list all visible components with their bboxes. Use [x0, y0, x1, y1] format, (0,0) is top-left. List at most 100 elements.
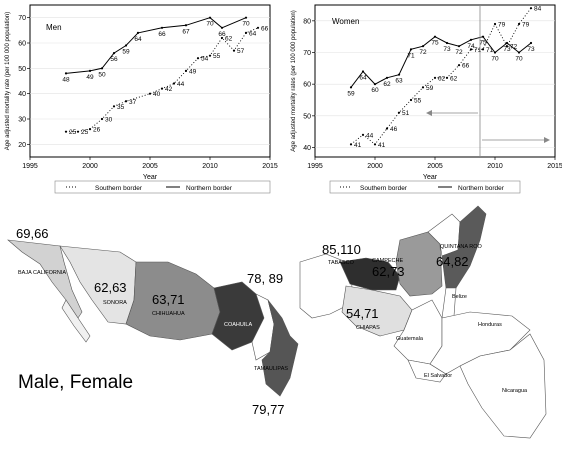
- women-northern-data-label: 70: [515, 56, 523, 63]
- women-chart: 40 50 60 70 80 1995 2000 2005 2010 2015 41 44 41 46…: [291, 4, 562, 194]
- men-northern-data-label: 64: [134, 36, 142, 43]
- women-northern-data-label: 63: [395, 78, 403, 85]
- women-southern-data-label: 62: [438, 75, 446, 82]
- women-northern-data-label: 75: [431, 40, 439, 47]
- women-northern-point: [373, 83, 377, 86]
- women-northern-point: [505, 41, 509, 45]
- women-x-tick-label: 2000: [367, 163, 383, 170]
- men-x-axis-label: Year: [143, 174, 158, 181]
- women-southern-point: [409, 98, 413, 102]
- men-legend-box: [54, 180, 271, 194]
- women-northern-point: [385, 76, 389, 79]
- men-x-tick-label: 1995: [22, 163, 38, 170]
- men-southern-point: [244, 31, 248, 34]
- men-southern-data-label: 25: [81, 129, 89, 136]
- women-southern-point: [361, 133, 365, 136]
- women-southern-data-label: 84: [534, 6, 542, 13]
- men-southern-point: [88, 128, 92, 131]
- women-northern-point: [349, 86, 353, 89]
- women-southern-data-label: 44: [366, 132, 374, 139]
- men-southern-data-label: 26: [93, 127, 101, 134]
- women-southern-point: [469, 48, 473, 51]
- men-southern-data-label: 57: [237, 48, 245, 55]
- women-northern-point: [517, 51, 521, 54]
- men-legend: Southern border Northern border: [54, 180, 271, 194]
- men-series: 25 25 26 30 35 37 40 42 44 49 54 55 62 57 64 66 48 49 50 56…: [62, 16, 269, 136]
- women-northern-data-label: 59: [347, 90, 355, 97]
- women-northern-data-label: 73: [443, 46, 451, 53]
- men-southern-point: [256, 26, 260, 29]
- women-y-tick-label: 50: [303, 113, 311, 120]
- men-x-tick-label: 2010: [202, 163, 218, 170]
- women-northern-point: [493, 51, 497, 54]
- women-y-ticks: 40 50 60 70 80: [303, 18, 315, 152]
- men-northern-point: [100, 67, 104, 70]
- women-southern-point: [493, 22, 497, 26]
- women-southern-data-label: 41: [378, 142, 386, 149]
- men-x-ticks: 1995 2000 2005 2010 2015: [22, 157, 278, 170]
- men-southern-point: [232, 49, 236, 52]
- men-northern-data-label: 66: [158, 31, 166, 38]
- men-northern-point: [112, 52, 116, 55]
- men-southern-data-label: 25: [69, 129, 77, 136]
- men-northern-data-label: 67: [182, 28, 190, 35]
- men-northern-data-label: 70: [206, 21, 214, 28]
- men-southern-data-label: 54: [201, 56, 209, 63]
- women-southern-data-label: 51: [402, 110, 410, 117]
- tamaulipas-name: TAMAULIPAS: [254, 366, 288, 372]
- men-northern-point: [208, 16, 212, 19]
- women-southern-point: [349, 143, 353, 146]
- honduras-label: Honduras: [478, 322, 502, 328]
- southern-border-map: 85,110 TABASCO CAMPECHE 62,73 QUINTANA R…: [299, 205, 547, 439]
- women-southern-data-label: 41: [354, 142, 362, 149]
- country-nicaragua: [459, 333, 547, 439]
- men-southern-point: [76, 130, 80, 133]
- chiapas-name: CHIAPAS: [356, 325, 380, 331]
- men-southern-data-label: 40: [153, 91, 161, 98]
- men-y-tick-label: 70: [18, 15, 26, 22]
- belize-label: Belize: [452, 294, 467, 300]
- women-x-tick-label: 2015: [547, 163, 562, 170]
- tamaulipas-rates: 79,77: [252, 402, 285, 417]
- women-legend-southern-label: Southern border: [360, 185, 408, 192]
- women-northern-point: [445, 41, 449, 45]
- women-northern-point: [409, 48, 413, 51]
- men-southern-point: [172, 82, 176, 85]
- state-quintana-roo: [441, 205, 487, 289]
- sex-order-label: Male, Female: [18, 372, 133, 393]
- men-panel-label: Men: [46, 23, 62, 32]
- men-northern-data-label: 70: [242, 21, 250, 28]
- women-southern-data-label: 46: [390, 126, 398, 133]
- men-northern-point: [220, 26, 224, 29]
- men-southern-point: [112, 105, 116, 108]
- women-southern-point: [481, 48, 485, 51]
- women-northern-point: [529, 41, 533, 45]
- women-southern-point: [505, 45, 509, 48]
- women-southern-data-label: 79: [498, 22, 506, 29]
- men-southern-data-label: 55: [213, 53, 221, 60]
- men-y-ticks: 20 30 40 50 60 70: [18, 15, 30, 149]
- men-x-tick-label: 2000: [82, 163, 98, 170]
- state-tabasco: [339, 257, 401, 291]
- country-belize: [441, 287, 457, 319]
- men-northern-data-label: 49: [86, 74, 94, 81]
- men-southern-data-label: 66: [261, 25, 269, 32]
- women-panel-label: Women: [332, 17, 359, 26]
- baja-california-name: BAJA CALIFORNIA: [18, 270, 66, 276]
- women-y-tick-label: 40: [303, 145, 311, 152]
- women-southern-data-label: 71: [474, 47, 482, 54]
- women-northern-point: [361, 70, 365, 73]
- women-y-tick-label: 70: [303, 50, 311, 57]
- men-southern-point: [124, 100, 128, 103]
- men-southern-point: [64, 130, 68, 133]
- men-legend-northern-label: Northern border: [186, 185, 233, 192]
- women-series: 41 44 41 46 51 55 59 62 62 66 71 71 79 72 79 84 59 64 60 62…: [347, 6, 541, 149]
- quintana-roo-rates: 64,82: [436, 254, 469, 269]
- men-northern-point: [88, 69, 92, 72]
- women-northern-point: [469, 38, 473, 41]
- women-legend: Southern border Northern border: [329, 180, 521, 194]
- men-southern-data-label: 44: [177, 81, 185, 88]
- women-southern-point: [433, 76, 437, 79]
- tabasco-name: TABASCO: [328, 260, 355, 266]
- women-southern-data-label: 62: [450, 75, 458, 82]
